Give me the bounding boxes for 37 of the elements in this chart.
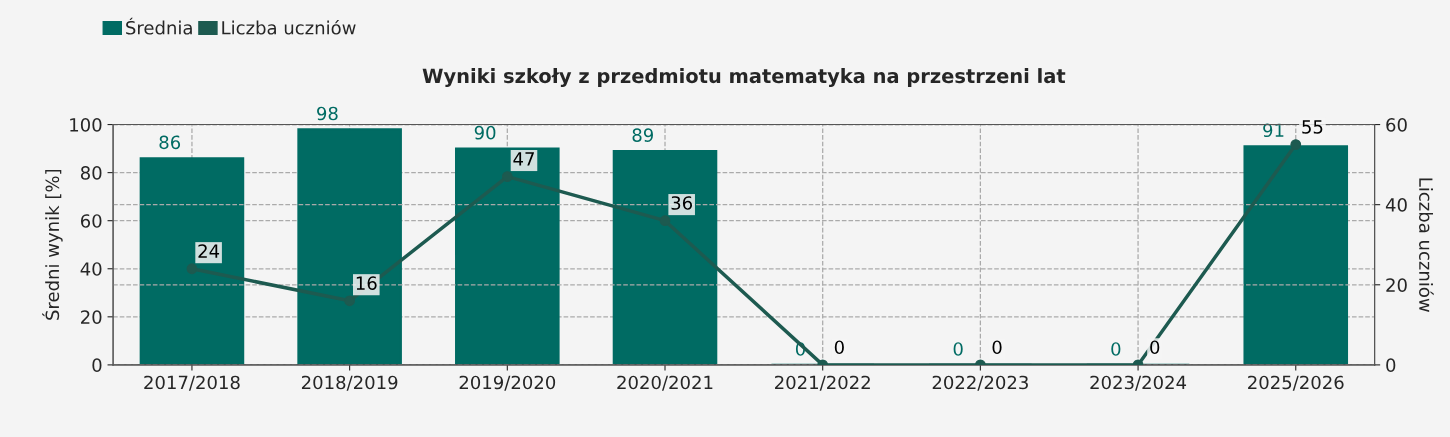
data-label: 55: [1302, 120, 1323, 134]
data-label: 0: [953, 342, 963, 356]
y2-tick-label: 60: [1386, 118, 1407, 132]
y-tick-label: 40: [80, 262, 102, 276]
legend-label: Liczba uczniów: [222, 19, 356, 35]
data-label: 24: [198, 244, 220, 258]
y-tick-label: 20: [81, 310, 102, 324]
y-tick-label: 80: [80, 166, 102, 180]
y2-tick-label: 0: [1386, 358, 1396, 373]
data-label: 0: [1150, 340, 1160, 355]
x-tick-label: 2020/2021: [617, 375, 713, 391]
data-label: 98: [317, 106, 338, 121]
y2-axis-title: Liczba uczniów: [1419, 178, 1434, 312]
data-label: 89: [632, 128, 653, 142]
x-tick-label: 2018/2019: [301, 375, 398, 391]
legend-label: Średnia: [126, 17, 192, 35]
y-axis-title: Średni wynik [%]: [42, 169, 63, 320]
x-tick-label: 2019/2020: [459, 375, 556, 391]
y-tick-label: 60: [80, 214, 102, 228]
x-tick-label: 2023/2024: [1090, 375, 1187, 391]
data-label: 0: [1111, 342, 1121, 356]
x-tick-label: 2025/2026: [1248, 375, 1344, 391]
y2-tick-label: 20: [1386, 278, 1407, 292]
data-label: 90: [474, 125, 496, 140]
x-tick-label: 2017/2018: [144, 375, 240, 391]
data-label: 0: [992, 340, 1002, 355]
data-label: 47: [513, 152, 534, 166]
data-label: 16: [356, 276, 377, 290]
chart-title: Wyniki szkoły z przedmiotu matematyka na przestrzeni lat: [422, 68, 1066, 88]
y2-tick-label: 40: [1385, 198, 1407, 212]
data-label: 36: [671, 196, 693, 210]
y-tick-label: 100: [70, 118, 102, 132]
data-label: 86: [159, 135, 181, 150]
y-tick-label: 0: [92, 358, 102, 373]
x-tick-label: 2021/2022: [775, 375, 870, 391]
x-tick-label: 2022/2023: [932, 375, 1028, 391]
data-label: 0: [834, 340, 844, 355]
